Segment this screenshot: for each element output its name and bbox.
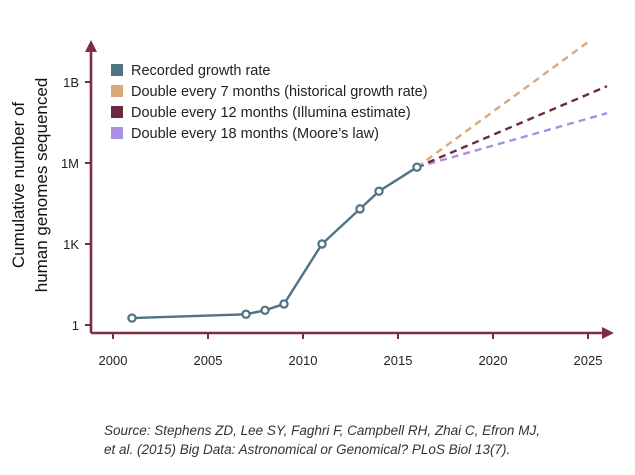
legend-swatch	[111, 85, 123, 97]
legend-swatch	[111, 127, 123, 139]
legend-label: Double every 7 months (historical growth…	[131, 84, 428, 100]
data-point-marker	[279, 299, 289, 309]
genome-growth-chart: 2000 2005 2010 2015 2020 2025 1 1K 1M 1B Recorded…	[9, 40, 614, 368]
x-tick-label: 2010	[289, 353, 318, 368]
data-point-marker	[355, 204, 365, 214]
x-tick-label: 2005	[194, 353, 223, 368]
data-point-marker	[127, 313, 137, 323]
legend: Recorded growth rate Double every 7 month…	[111, 63, 428, 142]
data-point-marker	[412, 162, 422, 172]
data-point-marker	[241, 309, 251, 319]
x-axis-arrowhead	[602, 327, 614, 339]
y-tick-label: 1K	[63, 237, 79, 252]
x-tick-label: 2025	[574, 353, 603, 368]
series-line-projection	[416, 85, 608, 169]
x-tick-label: 2015	[384, 353, 413, 368]
series-lines	[127, 41, 608, 323]
x-tick-label: 2020	[479, 353, 508, 368]
y-axis-title-line1: Cumulative number of	[9, 102, 28, 269]
y-tick-label: 1	[72, 318, 79, 333]
source-citation: Source: Stephens ZD, Lee SY, Faghri F, C…	[104, 421, 624, 459]
series-line-recorded	[131, 166, 418, 320]
legend-label: Recorded growth rate	[131, 63, 270, 79]
legend-swatch	[111, 64, 123, 76]
data-point-marker	[317, 239, 327, 249]
legend-label: Double every 18 months (Moore’s law)	[131, 126, 379, 142]
x-tick-label: 2000	[99, 353, 128, 368]
y-axis-arrowhead	[85, 40, 97, 52]
source-citation-line1: Source: Stephens ZD, Lee SY, Faghri F, C…	[104, 423, 540, 438]
data-point-marker	[260, 305, 270, 316]
y-tick-label: 1B	[63, 75, 79, 90]
y-axis-title-line2: human genomes sequenced	[32, 78, 51, 293]
data-point-marker	[374, 186, 384, 196]
y-tick-label: 1M	[61, 156, 79, 171]
legend-label: Double every 12 months (Illumina estimat…	[131, 105, 411, 121]
source-citation-line2: et al. (2015) Big Data: Astronomical or …	[104, 442, 511, 457]
legend-swatch	[111, 106, 123, 118]
axes	[85, 40, 614, 339]
series-line-projection	[416, 112, 608, 169]
tick-labels: 2000 2005 2010 2015 2020 2025 1 1K 1M 1B	[61, 75, 603, 368]
